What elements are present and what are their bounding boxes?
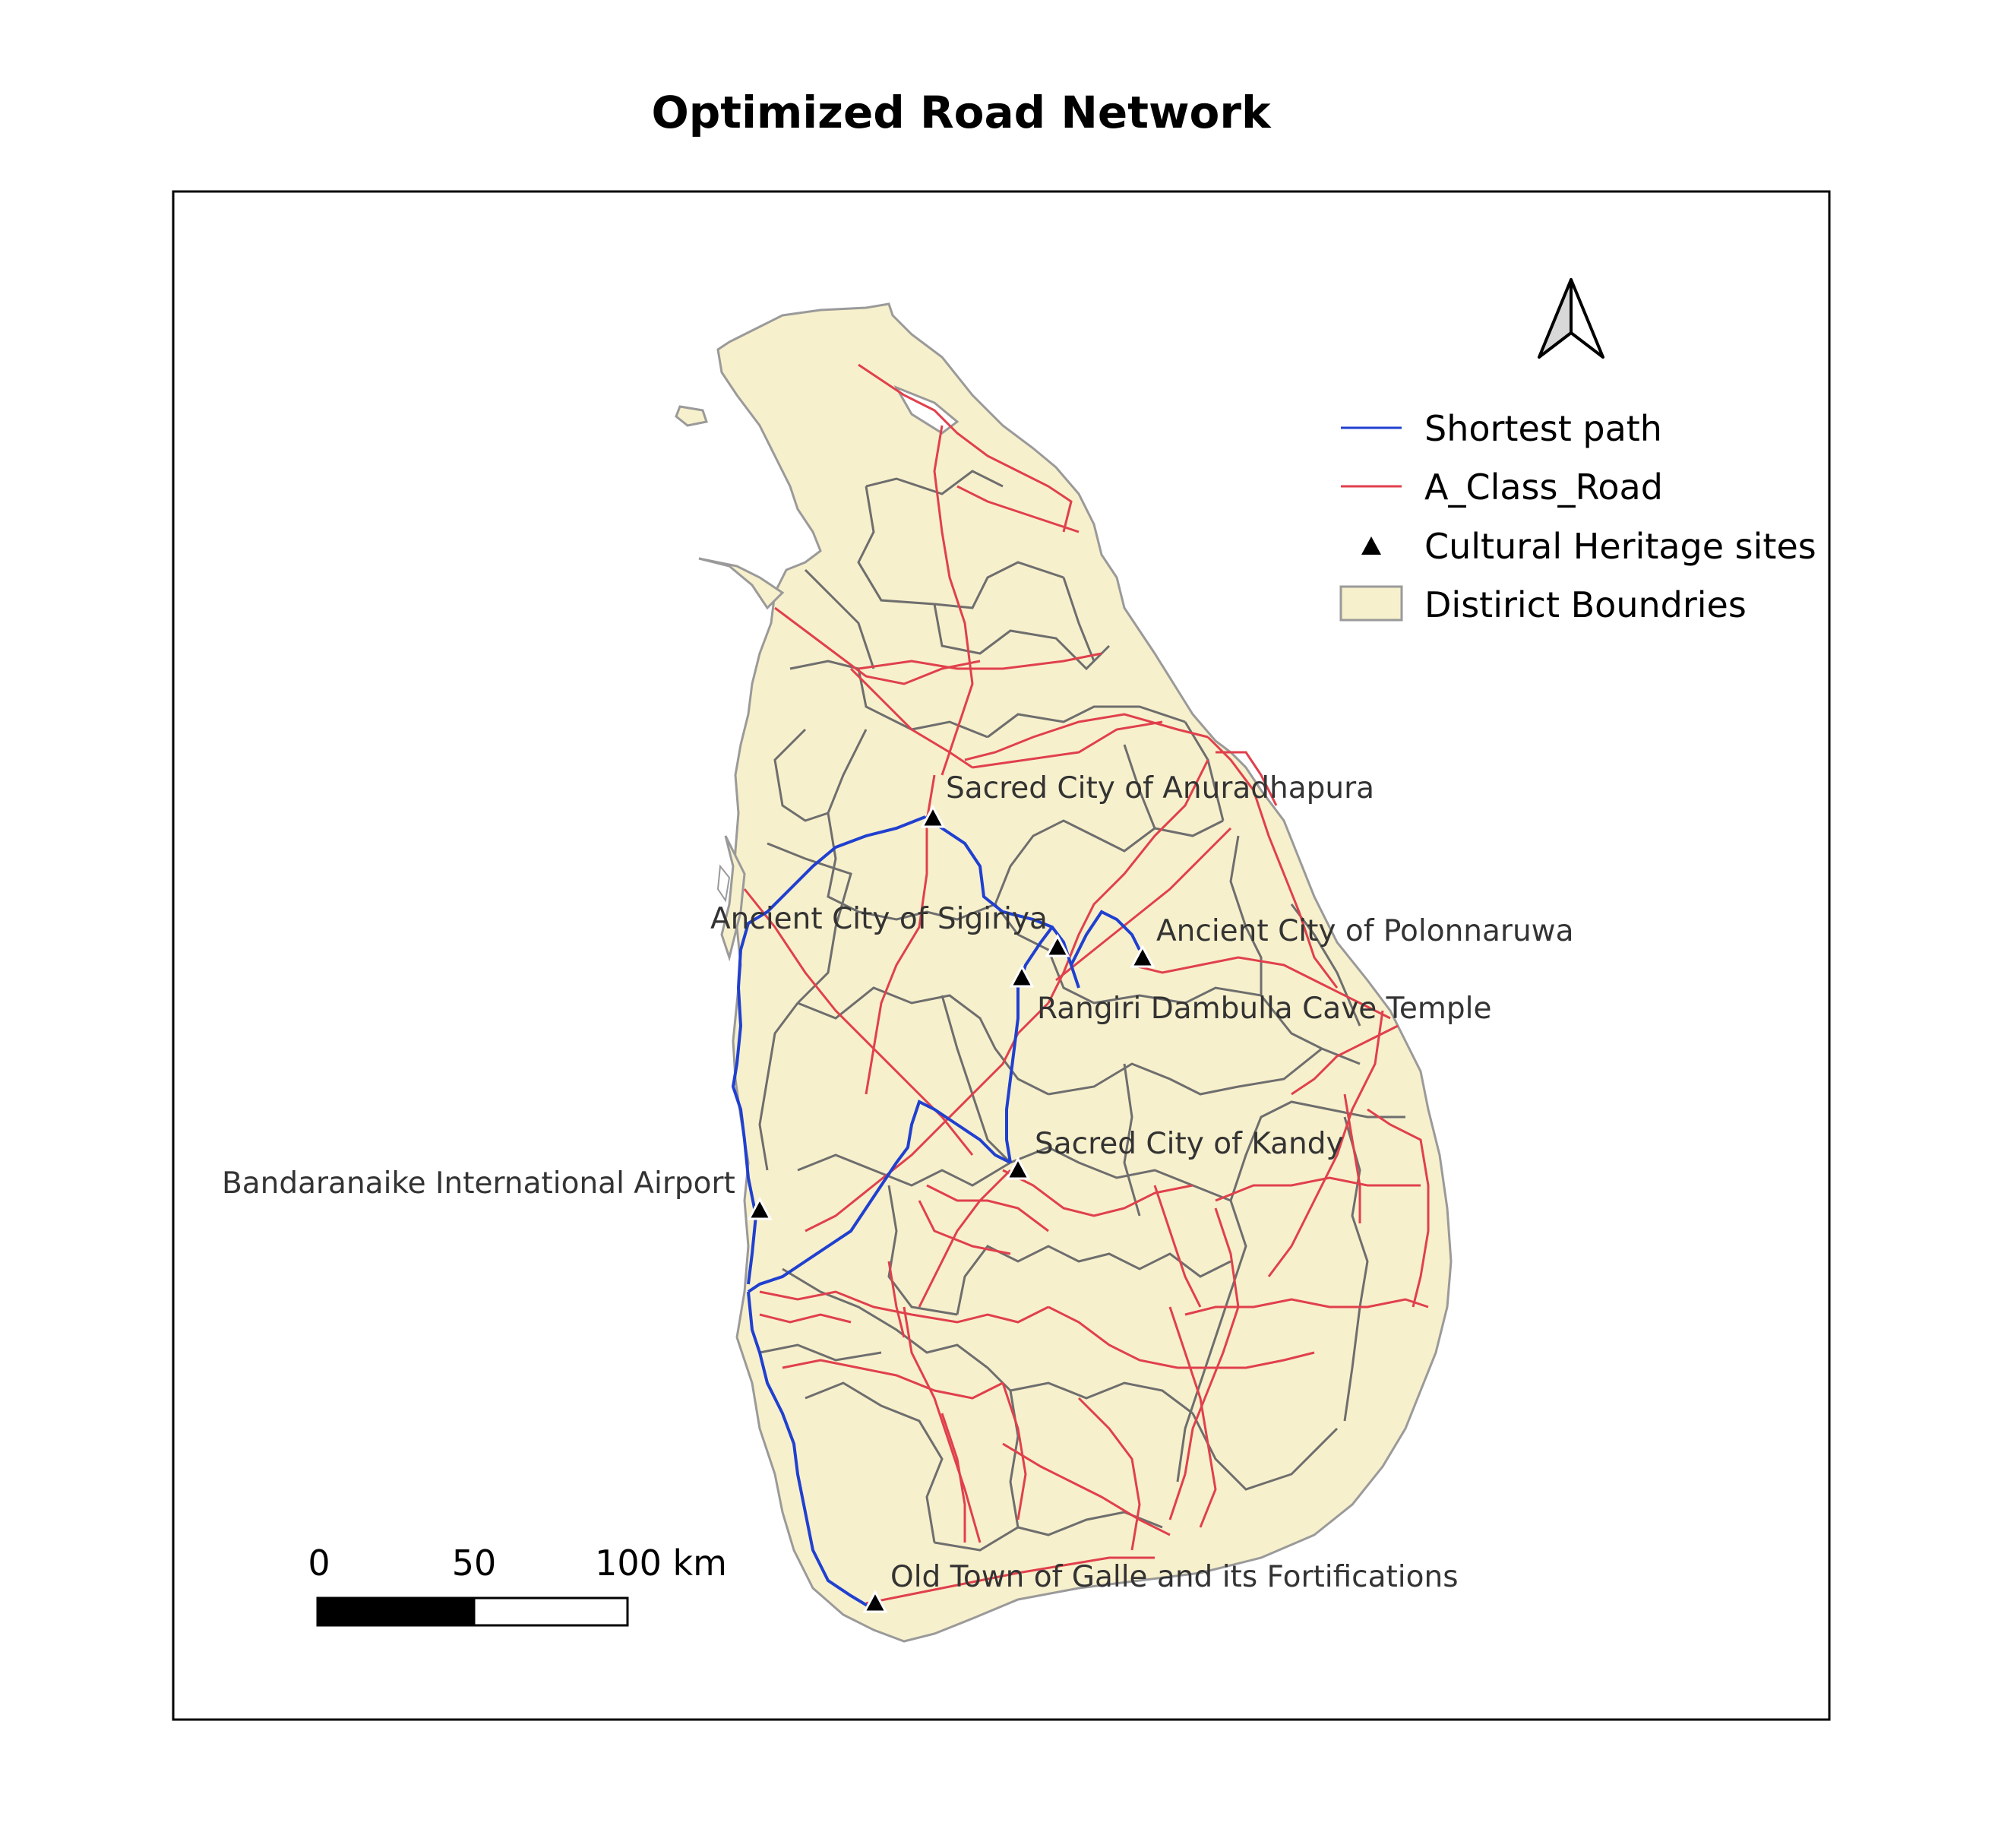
site-marker-dambulla[interactable] xyxy=(1009,964,1035,988)
site-label-galle: Old Town of Galle and its Fortifications xyxy=(890,1560,1459,1594)
scale-bar: 0 50 100 km xyxy=(308,1543,727,1627)
north-arrow-icon xyxy=(1538,278,1604,359)
scale-bar-segment-1 xyxy=(316,1596,476,1627)
site-label-sigiriya: Ancient City of Sigiriya xyxy=(710,902,1048,936)
site-label-anuradhapura: Sacred City of Anuradhapura xyxy=(946,771,1374,805)
site-label-airport: Bandaranaike International Airport xyxy=(222,1166,735,1201)
site-marker-galle[interactable] xyxy=(862,1589,888,1613)
site-marker-airport[interactable] xyxy=(747,1196,773,1220)
map-frame xyxy=(172,190,1831,1721)
site-marker-kandy[interactable] xyxy=(1005,1156,1031,1180)
heritage-sites xyxy=(747,804,1155,1613)
district-boundaries xyxy=(758,470,1405,1552)
site-marker-anuradhapura[interactable] xyxy=(920,804,946,828)
map-title: Optimized Road Network xyxy=(651,87,1272,138)
legend-symbol-heritage-triangle-icon xyxy=(1361,536,1381,555)
legend-label-district: Distirict Boundries xyxy=(1424,584,1747,625)
site-labels: Sacred City of Anuradhapura Ancient City… xyxy=(222,771,1573,1594)
scale-label-50: 50 xyxy=(452,1543,497,1584)
site-label-polonnaruwa: Ancient City of Polonnaruwa xyxy=(1156,914,1573,948)
a-class-roads xyxy=(743,363,1430,1605)
site-label-kandy: Sacred City of Kandy xyxy=(1035,1127,1344,1161)
legend-label-road: A_Class_Road xyxy=(1424,467,1663,508)
legend-label-shortest-path: Shortest path xyxy=(1424,408,1662,449)
scale-bar-segment-2 xyxy=(473,1596,629,1627)
legend-label-heritage: Cultural Heritage sites xyxy=(1424,526,1816,567)
legend-symbol-district xyxy=(1339,585,1403,622)
scale-label-0: 0 xyxy=(308,1543,330,1584)
legend: Shortest path A_Class_Road Cultural Heri… xyxy=(1339,408,1816,625)
site-marker-sigiriya[interactable] xyxy=(1045,933,1070,957)
site-label-dambulla: Rangiri Dambulla Cave Temple xyxy=(1037,992,1491,1026)
scale-label-100: 100 km xyxy=(595,1543,727,1584)
site-marker-polonnaruwa[interactable] xyxy=(1130,944,1155,968)
